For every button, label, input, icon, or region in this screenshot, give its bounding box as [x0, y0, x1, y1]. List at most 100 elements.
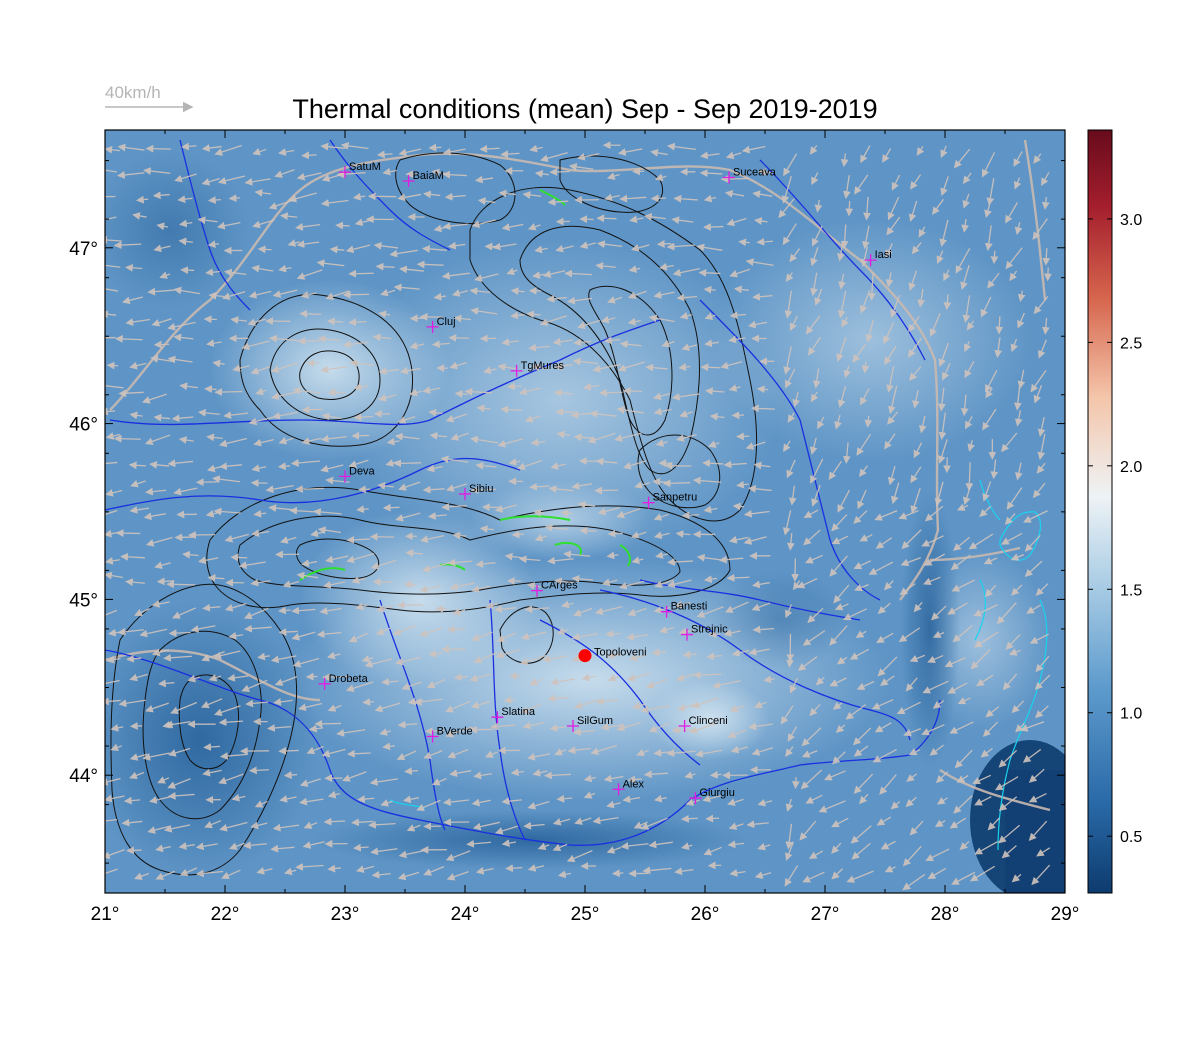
wind-arrow: [746, 820, 769, 829]
wind-arrow: [831, 842, 842, 854]
city-marker: Sibiu: [459, 483, 493, 500]
wind-arrow: [105, 264, 121, 268]
wind-arrow: [982, 481, 992, 502]
wind-arrow: [345, 681, 374, 692]
wind-arrow: [361, 655, 374, 663]
wind-arrow: [931, 198, 944, 215]
wind-arrow: [479, 525, 494, 533]
wind-arrow: [278, 628, 298, 636]
wind-arrow: [623, 460, 647, 470]
wind-arrow: [645, 363, 668, 372]
wind-arrow: [219, 462, 243, 471]
wind-arrow: [750, 404, 775, 413]
wind-arrow: [831, 817, 849, 828]
wind-arrow: [803, 509, 819, 518]
wind-arrow: [510, 768, 525, 777]
city-marker: Suceava: [723, 166, 777, 184]
city-label: SilGum: [577, 715, 613, 727]
wind-arrow: [706, 652, 723, 661]
wind-arrow: [105, 777, 121, 786]
wind-arrow: [278, 148, 295, 156]
wind-arrow: [785, 272, 794, 282]
wind-arrow: [223, 411, 249, 420]
wind-arrow: [473, 771, 492, 780]
wind-arrow: [526, 581, 541, 590]
wind-arrow: [393, 283, 420, 292]
wind-arrow: [398, 850, 424, 859]
wind-arrow: [201, 178, 220, 186]
wind-arrow: [917, 289, 926, 308]
wind-arrow: [449, 361, 467, 370]
wind-arrow: [547, 198, 569, 206]
city-marker: Drobeta: [318, 673, 369, 690]
wind-arrow: [730, 745, 748, 754]
wind-arrow: [874, 510, 898, 521]
wind-arrow: [283, 771, 298, 779]
wind-arrow: [572, 727, 595, 736]
wind-arrow: [221, 869, 241, 880]
wind-arrow: [1037, 417, 1046, 437]
wind-arrow: [699, 169, 723, 178]
wind-arrow: [965, 462, 974, 492]
wind-arrow: [912, 390, 920, 409]
wind-arrow: [655, 439, 668, 447]
wind-arrow: [910, 466, 922, 484]
wind-arrow: [238, 561, 266, 570]
wind-arrow: [871, 699, 894, 710]
wind-arrow: [709, 770, 722, 779]
wind-arrow: [212, 475, 241, 484]
wind-arrow: [326, 317, 344, 326]
wind-arrow: [786, 532, 795, 551]
wind-arrow: [887, 196, 900, 221]
wind-arrow: [831, 868, 843, 880]
wind-arrow: [853, 745, 869, 757]
wind-arrow: [890, 801, 901, 810]
wind-arrow: [653, 513, 669, 521]
wind-arrow: [241, 340, 270, 351]
wind-arrow: [957, 697, 971, 705]
wind-arrow: [707, 440, 720, 448]
wind-arrow: [622, 387, 642, 395]
wind-arrow: [353, 413, 374, 422]
wind-arrow: [157, 679, 175, 688]
wind-arrow: [955, 247, 971, 274]
wind-arrow: [118, 389, 144, 398]
wind-arrow: [494, 504, 517, 513]
wind-arrow: [126, 846, 142, 855]
wind-arrow: [445, 726, 473, 738]
wind-arrow: [301, 559, 318, 567]
wind-arrow: [557, 870, 572, 879]
wind-arrow: [653, 531, 670, 540]
wind-arrow: [860, 388, 870, 406]
wind-arrow: [650, 194, 667, 203]
wind-arrow: [751, 747, 774, 756]
wind-arrow: [151, 600, 170, 608]
wind-arrow: [105, 169, 117, 173]
wind-arrow: [853, 510, 868, 524]
wind-arrow: [905, 677, 918, 692]
wind-arrow: [883, 322, 895, 345]
wind-arrow: [692, 671, 722, 679]
wind-arrow: [900, 557, 921, 567]
wind-arrow: [1024, 560, 1043, 577]
wind-arrow: [595, 262, 616, 270]
wind-arrow: [571, 482, 593, 490]
wind-arrow: [282, 580, 300, 588]
wind-arrow: [571, 575, 594, 583]
wind-arrow: [1017, 290, 1026, 303]
wind-arrow: [288, 192, 317, 203]
wind-arrow: [213, 650, 241, 660]
wind-arrow: [224, 603, 247, 612]
wind-arrow: [173, 333, 194, 342]
city-label: Sanpetru: [653, 492, 698, 504]
wind-arrow: [537, 842, 550, 851]
wind-arrow: [349, 359, 374, 368]
wind-arrow: [681, 343, 698, 351]
wind-arrow: [168, 747, 191, 757]
wind-arrow: [932, 630, 945, 638]
wind-arrow: [1024, 534, 1041, 552]
wind-arrow: [110, 724, 124, 732]
wind-arrow: [843, 365, 852, 379]
wind-arrow: [574, 817, 592, 825]
cross-marker-icon: [459, 487, 471, 500]
